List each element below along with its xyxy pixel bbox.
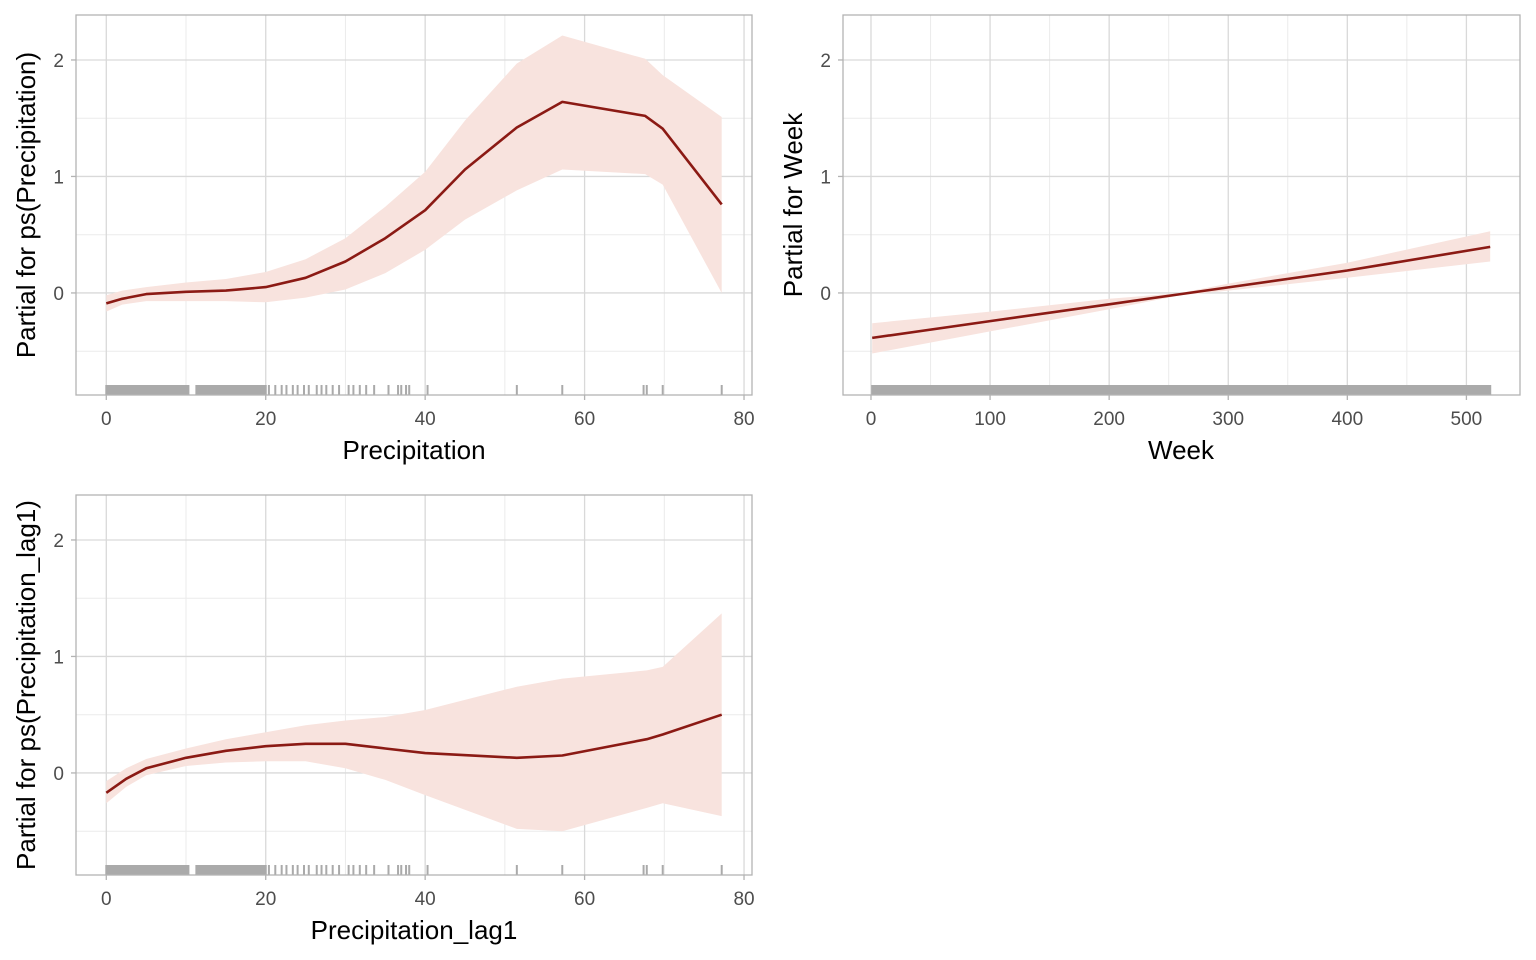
y-axis-title: Partial for ps(Precipitation) bbox=[11, 52, 41, 358]
confidence-ribbon-layer bbox=[106, 613, 722, 832]
panel-precipitation-lag1: 0 20 40 60 80 0 1 2 Precipitation_lag1 Partial … bbox=[11, 494, 755, 945]
y-axis-title: Partial for Week bbox=[778, 112, 808, 297]
y-tick-label: 0 bbox=[53, 284, 64, 305]
x-tick-label: 20 bbox=[255, 889, 276, 910]
axis-ticks: 0 100 200 300 400 500 0 1 2 bbox=[820, 51, 1482, 430]
x-tick-label: 0 bbox=[101, 889, 112, 910]
panel-week: 0 100 200 300 400 500 0 1 2 Week Partial for Wee… bbox=[778, 14, 1521, 465]
partial-effect-line bbox=[872, 245, 1491, 340]
x-tick-label: 0 bbox=[866, 409, 877, 430]
panel-precipitation: 0 20 40 60 80 0 1 2 Precipitation Partial for p… bbox=[11, 14, 755, 465]
x-tick-label: 40 bbox=[415, 409, 436, 430]
x-tick-label: 60 bbox=[574, 889, 595, 910]
partial-line-layer bbox=[105, 100, 723, 305]
rug-layer bbox=[105, 865, 723, 875]
x-tick-label: 400 bbox=[1331, 409, 1363, 430]
x-axis-title: Precipitation_lag1 bbox=[311, 915, 518, 945]
rug-layer bbox=[105, 385, 723, 395]
rug-layer bbox=[871, 385, 1492, 395]
y-tick-label: 1 bbox=[820, 167, 831, 188]
x-tick-label: 60 bbox=[574, 409, 595, 430]
confidence-ribbon bbox=[106, 35, 722, 312]
confidence-ribbon bbox=[106, 613, 722, 832]
y-tick-label: 2 bbox=[53, 51, 64, 72]
panel-border bbox=[75, 14, 753, 396]
x-tick-label: 40 bbox=[415, 889, 436, 910]
x-tick-label: 20 bbox=[255, 409, 276, 430]
axis-ticks: 0 20 40 60 80 0 1 2 bbox=[53, 531, 754, 910]
confidence-ribbon-layer bbox=[872, 231, 1491, 354]
rug-dense-block bbox=[105, 385, 190, 395]
x-tick-label: 300 bbox=[1212, 409, 1244, 430]
y-tick-label: 2 bbox=[53, 531, 64, 552]
partial-effect-line bbox=[105, 713, 723, 794]
y-axis-title: Partial for ps(Precipitation_lag1) bbox=[11, 500, 41, 870]
x-tick-label: 100 bbox=[974, 409, 1006, 430]
rug-dense-block bbox=[195, 865, 267, 875]
x-tick-label: 500 bbox=[1451, 409, 1483, 430]
rug-dense-block bbox=[195, 385, 267, 395]
y-tick-label: 1 bbox=[53, 167, 64, 188]
confidence-ribbon-layer bbox=[106, 35, 722, 312]
y-tick-label: 2 bbox=[820, 51, 831, 72]
x-tick-label: 0 bbox=[101, 409, 112, 430]
x-axis-title: Precipitation bbox=[342, 435, 485, 465]
partial-line-layer bbox=[105, 713, 723, 794]
partial-effect-line bbox=[105, 100, 723, 305]
y-tick-label: 0 bbox=[820, 284, 831, 305]
y-tick-label: 0 bbox=[53, 764, 64, 785]
rug-dense-block bbox=[871, 385, 1492, 395]
y-tick-label: 1 bbox=[53, 647, 64, 668]
axis-ticks: 0 20 40 60 80 0 1 2 bbox=[53, 51, 754, 430]
x-tick-label: 80 bbox=[733, 409, 754, 430]
x-axis-title: Week bbox=[1148, 435, 1215, 465]
panel-border bbox=[842, 14, 1521, 396]
partial-line-layer bbox=[872, 245, 1491, 340]
panel-border bbox=[75, 494, 753, 876]
rug-dense-block bbox=[105, 865, 190, 875]
confidence-ribbon bbox=[872, 231, 1491, 354]
x-tick-label: 200 bbox=[1093, 409, 1125, 430]
x-tick-label: 80 bbox=[733, 889, 754, 910]
